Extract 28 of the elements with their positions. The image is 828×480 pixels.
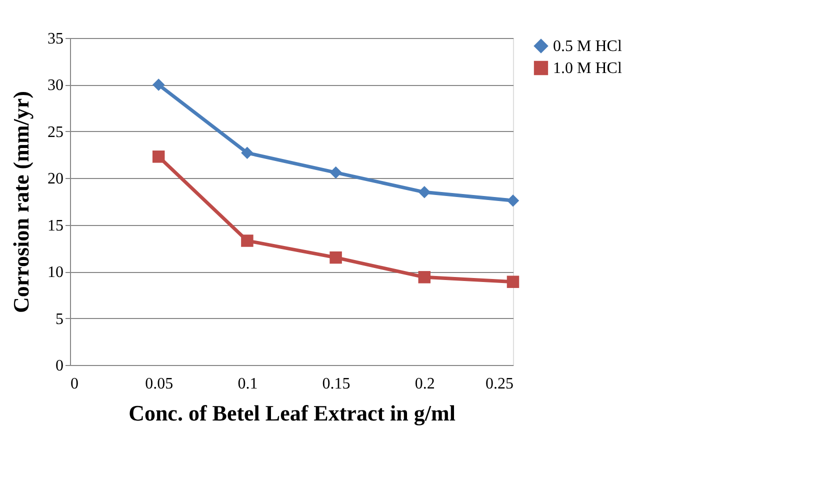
x-axis-title: Conc. of Betel Leaf Extract in g/ml <box>128 400 456 426</box>
point <box>152 150 165 163</box>
y-tick-label: 10 <box>48 264 64 282</box>
point <box>152 78 165 91</box>
legend-label: 0.5 M HCl <box>553 38 622 55</box>
y-tick-label: 0 <box>56 358 64 374</box>
y-tick-label: 35 <box>48 30 64 48</box>
y-tick-label: 15 <box>48 217 64 234</box>
point <box>241 146 254 160</box>
point <box>418 271 431 284</box>
point <box>241 234 254 247</box>
x-tick-label: 0.25 <box>486 376 514 392</box>
x-tick-label: 0 <box>70 376 78 392</box>
x-tick-label: 0.2 <box>414 376 435 392</box>
y-axis-title: Corrosion rate (mm/yr) <box>8 91 34 313</box>
y-tick-label: 25 <box>48 124 64 141</box>
point <box>506 194 520 207</box>
point <box>418 186 431 198</box>
y-tick-label: 30 <box>48 77 64 94</box>
legend-label: 1.0 M HCl <box>553 60 622 77</box>
point <box>330 166 342 179</box>
x-tick-label: 0.15 <box>322 376 350 392</box>
point <box>506 276 520 288</box>
y-tick-label: 20 <box>48 170 64 188</box>
x-tick-label: 0.1 <box>238 376 258 392</box>
x-tick-label: 0.05 <box>145 376 174 392</box>
point <box>330 251 342 264</box>
y-tick-label: 5 <box>56 310 64 328</box>
